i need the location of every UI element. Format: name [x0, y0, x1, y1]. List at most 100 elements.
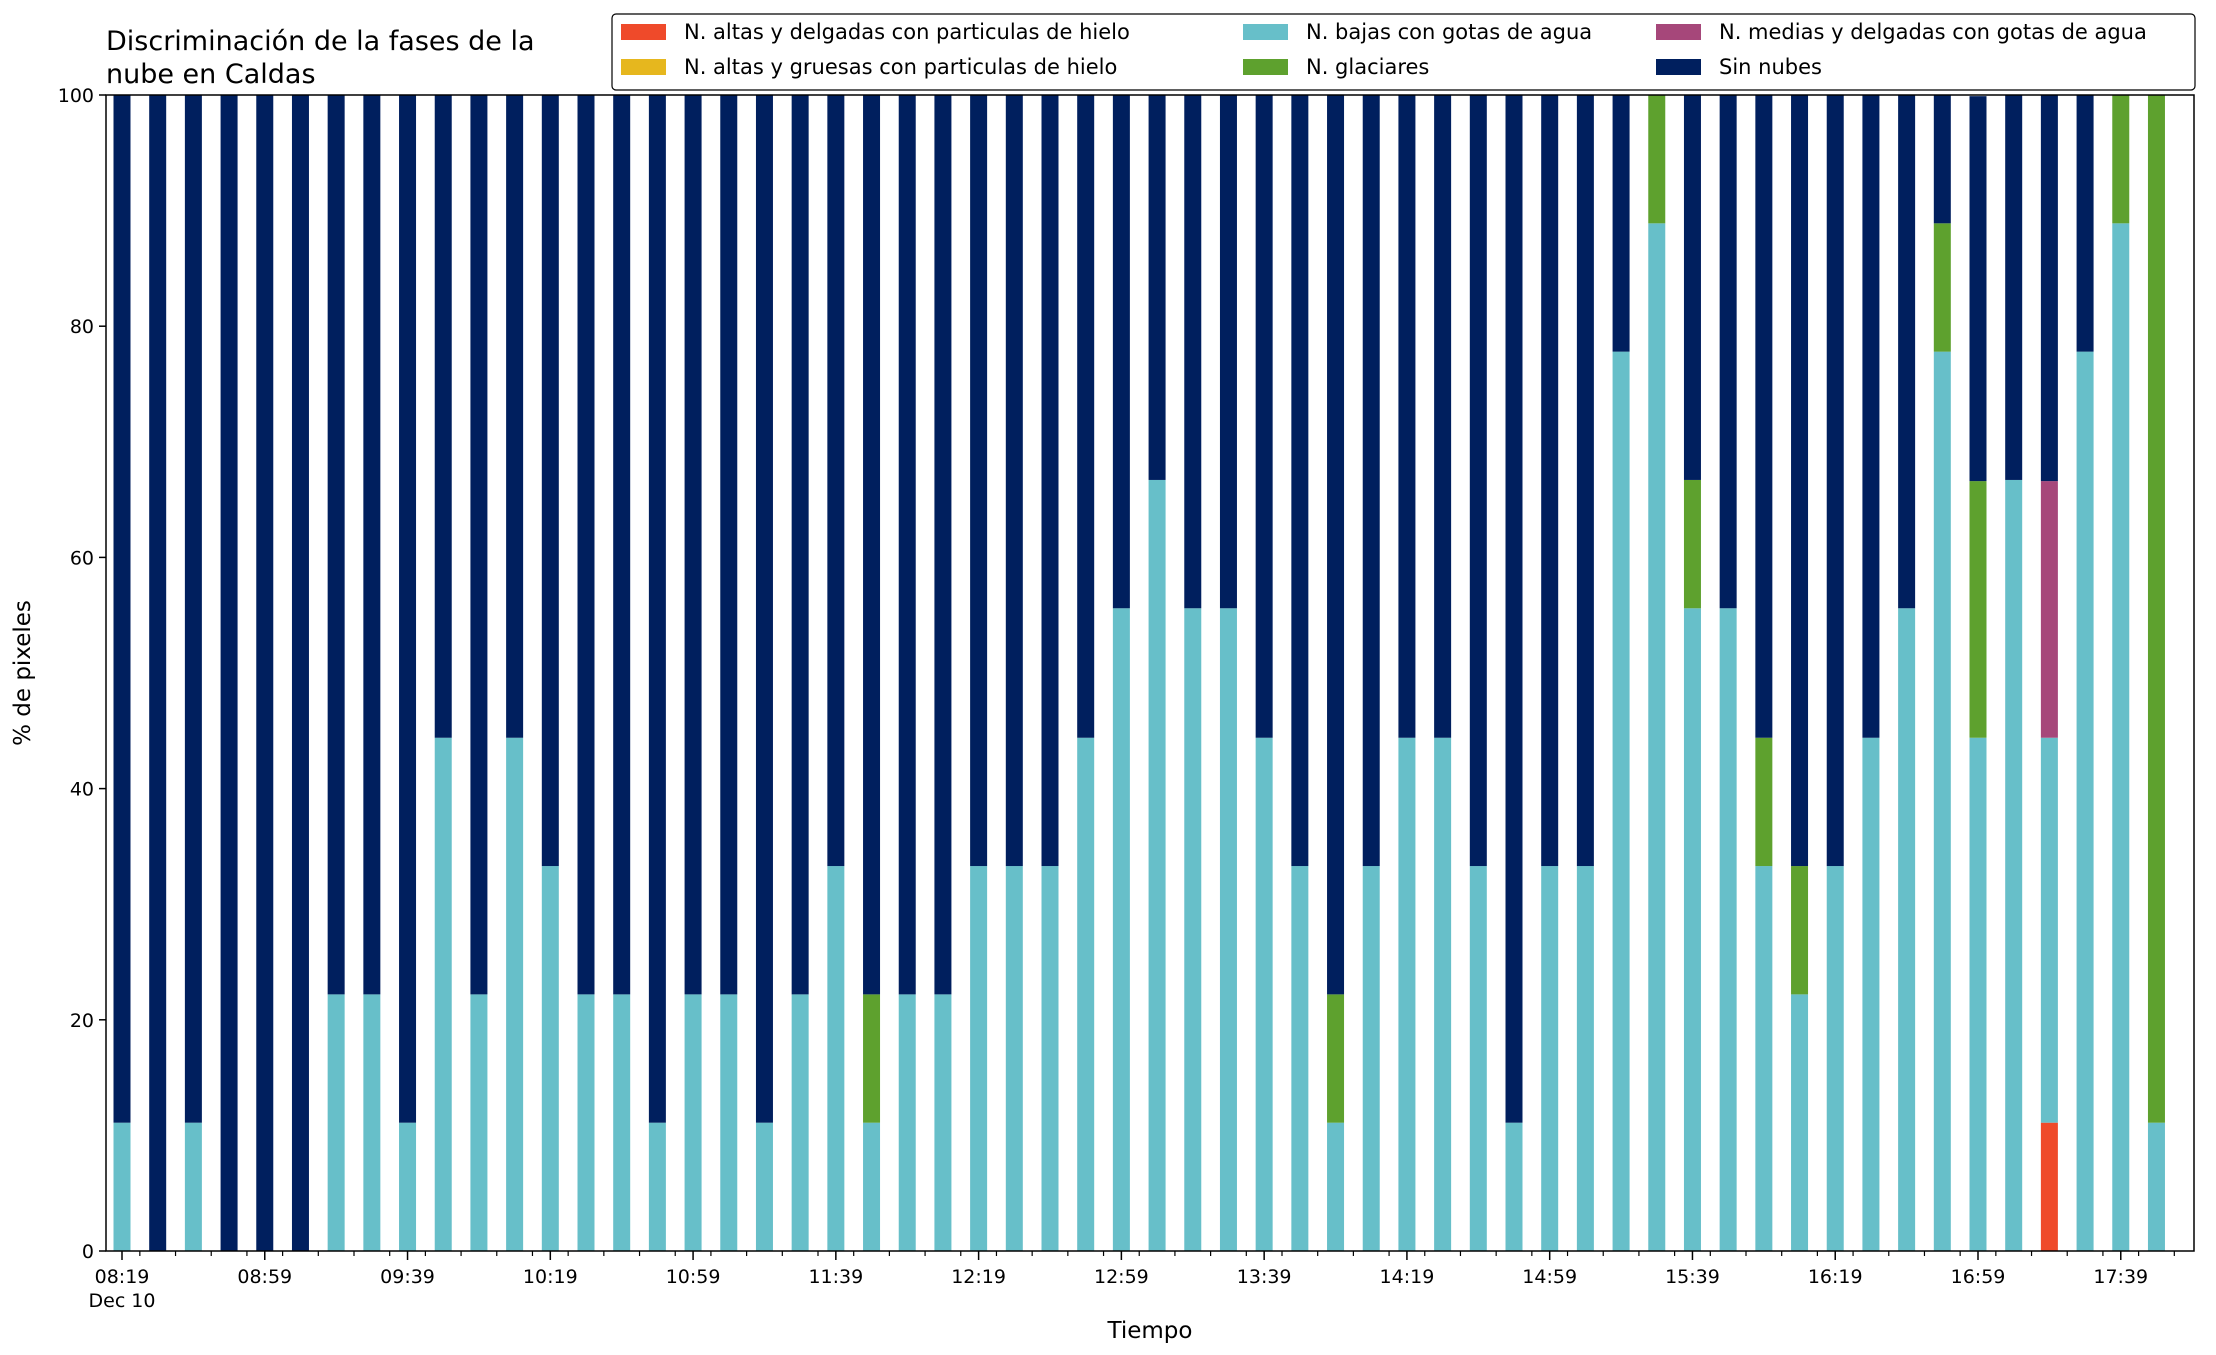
bar-segment-5-5	[291, 95, 309, 1251]
bar-segment-3-21	[863, 994, 881, 1123]
bar-segment-5-33	[1291, 95, 1309, 867]
bar-segment-2-36	[1398, 737, 1416, 1251]
bar-segment-5-15	[648, 95, 666, 1123]
bar-segment-2-26	[1041, 866, 1059, 1251]
bar-segment-2-56	[2112, 223, 2130, 1251]
bar-segment-3-57	[2147, 95, 2165, 1123]
bar-segment-2-51	[1933, 351, 1951, 1251]
bar-segment-2-55	[2076, 351, 2094, 1251]
bar-segment-2-31	[1219, 608, 1237, 1251]
bar-segment-2-6	[327, 994, 345, 1251]
legend-swatch-5	[1656, 59, 1701, 75]
bar-segment-2-14	[613, 994, 631, 1251]
bar-segment-5-27	[1077, 95, 1095, 738]
bar-segment-5-16	[684, 95, 702, 995]
bar-segment-2-2	[184, 1122, 202, 1251]
bar-segment-2-53	[2005, 479, 2023, 1251]
bar-segment-5-48	[1826, 95, 1844, 867]
legend-swatch-3	[1243, 59, 1288, 75]
bar-segment-2-54	[2040, 737, 2058, 1123]
bar-segment-5-12	[541, 95, 559, 867]
bar-segment-5-31	[1219, 95, 1237, 609]
bar-segment-2-40	[1541, 866, 1559, 1251]
bar-segment-5-19	[791, 95, 809, 995]
x-tick-label-1: 08:59	[237, 1266, 292, 1288]
bar-segment-2-24	[970, 866, 988, 1251]
legend-label-3: N. glaciares	[1306, 55, 1429, 79]
chart-title-line-1: Discriminación de la fases de la	[106, 26, 535, 57]
bar-segment-5-9	[434, 95, 452, 738]
y-tick-label-3: 60	[70, 547, 94, 569]
bar-segment-2-41	[1576, 866, 1594, 1251]
bar-segment-5-1	[149, 95, 167, 1251]
bar-segment-5-47	[1791, 95, 1809, 867]
bar-segment-2-50	[1898, 608, 1916, 1251]
bar-segment-2-44	[1683, 608, 1701, 1251]
bar-segment-2-12	[541, 866, 559, 1251]
bar-segment-5-21	[863, 95, 881, 995]
bar-segment-3-43	[1648, 95, 1666, 224]
bar-segment-5-14	[613, 95, 631, 995]
x-axis-label: Tiempo	[1107, 1318, 1193, 1344]
bar-segment-5-13	[577, 95, 595, 995]
bar-segment-2-49	[1862, 737, 1880, 1251]
bar-segment-5-54	[2040, 95, 2058, 482]
bar-segment-5-53	[2005, 95, 2023, 480]
bar-segment-2-52	[1969, 737, 1987, 1251]
bar-segment-2-8	[399, 1122, 417, 1251]
bar-segment-5-51	[1933, 95, 1951, 224]
bar-segment-5-8	[399, 95, 417, 1123]
bar-segment-5-22	[898, 95, 916, 995]
y-tick-label-4: 80	[70, 316, 94, 338]
bar-segment-5-46	[1755, 95, 1773, 738]
bar-segment-5-25	[1005, 95, 1023, 867]
bar-segment-5-37	[1434, 95, 1452, 738]
bar-segment-2-18	[755, 1122, 773, 1251]
y-axis-label: % de pixeles	[10, 600, 36, 746]
bar-segment-2-48	[1826, 866, 1844, 1251]
bar-segment-2-30	[1184, 608, 1202, 1251]
bar-segment-5-10	[470, 95, 488, 995]
bar-segment-2-34	[1327, 1122, 1345, 1251]
bar-segment-2-7	[363, 994, 381, 1251]
x-tick-label-3: 10:19	[523, 1266, 578, 1288]
x-tick-label-8: 13:39	[1237, 1266, 1292, 1288]
legend-box	[611, 13, 2196, 91]
x-tick-label-13: 16:59	[1951, 1266, 2006, 1288]
bar-segment-2-11	[506, 737, 524, 1251]
bar-segment-5-32	[1255, 95, 1273, 738]
bar-segment-5-35	[1362, 95, 1380, 867]
bar-segment-0-54	[2040, 1122, 2058, 1251]
bar-segment-2-20	[827, 866, 845, 1251]
legend-label-2: N. bajas con gotas de agua	[1306, 20, 1592, 44]
legend-swatch-1	[621, 59, 666, 75]
bar-segment-5-40	[1541, 95, 1559, 867]
bar-segment-5-29	[1148, 95, 1166, 480]
bar-segment-3-44	[1683, 479, 1701, 609]
legend-swatch-4	[1656, 24, 1701, 40]
bar-segment-2-29	[1148, 479, 1166, 1251]
x-tick-label-11: 15:39	[1665, 1266, 1720, 1288]
bar-segment-3-47	[1791, 866, 1809, 995]
bar-segment-5-0	[113, 95, 131, 1123]
bar-segment-3-56	[2112, 95, 2130, 224]
legend-label-5: Sin nubes	[1719, 55, 1822, 79]
y-tick-label-0: 0	[82, 1241, 94, 1263]
bar-segment-2-45	[1719, 608, 1737, 1251]
bar-segment-5-23	[934, 95, 952, 995]
bar-segment-5-52	[1969, 96, 1987, 482]
bar-segment-5-34	[1327, 95, 1345, 995]
legend-swatch-2	[1243, 24, 1288, 40]
bar-segment-5-26	[1041, 95, 1059, 867]
x-tick-label-4: 10:59	[666, 1266, 721, 1288]
bar-segment-4-54	[2040, 481, 2058, 738]
bar-segment-2-13	[577, 994, 595, 1251]
chart-title-line-2: nube en Caldas	[106, 59, 316, 90]
bar-segment-2-43	[1648, 223, 1666, 1251]
bar-segment-5-50	[1898, 95, 1916, 609]
bar-segment-5-17	[720, 95, 738, 995]
plot-frame	[105, 94, 2195, 1252]
bar-segment-2-16	[684, 994, 702, 1251]
bar-segment-3-46	[1755, 737, 1773, 867]
